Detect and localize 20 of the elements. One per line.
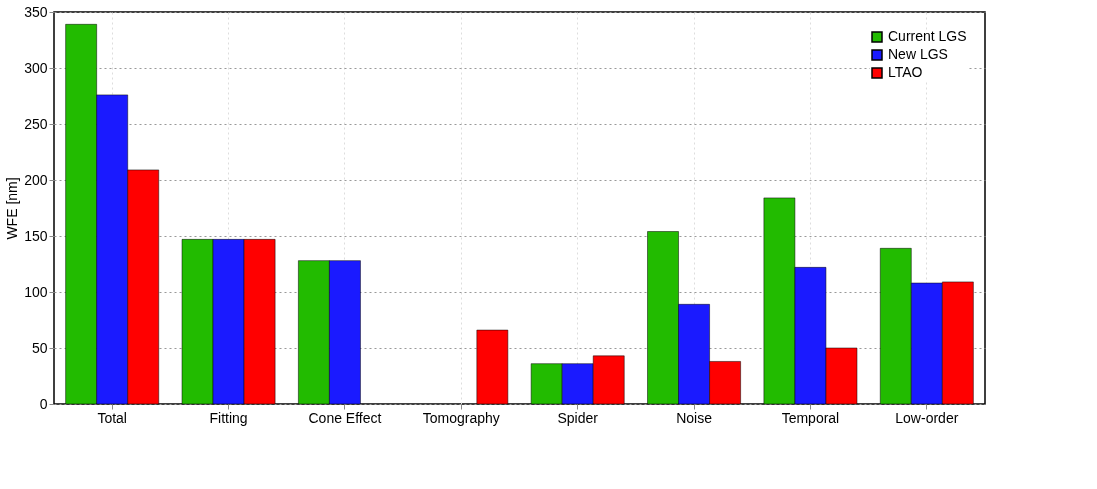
x-tick-label: Temporal <box>781 409 840 426</box>
x-tick-label: Tomography <box>422 409 500 426</box>
y-tick-label: 250 <box>24 115 48 132</box>
y-tick-label: 150 <box>24 227 48 244</box>
y-tick-label: 350 <box>24 3 48 20</box>
x-tick-label: Total <box>97 409 127 426</box>
x-tick-label: Spider <box>557 409 599 426</box>
x-tick-label: Fitting <box>209 409 248 426</box>
x-tick-label: Cone Effect <box>308 409 382 426</box>
y-tick-label: 200 <box>24 171 48 188</box>
y-tick-label: 100 <box>24 283 48 300</box>
x-tick-label: Noise <box>676 409 713 426</box>
y-tick-label: 50 <box>31 339 48 356</box>
y-axis-title: WFE [nm] <box>4 177 21 240</box>
legend-label: LTAO <box>888 64 923 80</box>
y-tick-label: 300 <box>24 59 48 76</box>
x-tick-label: Low-order <box>895 409 959 426</box>
legend-label: Current LGS <box>888 28 967 44</box>
y-tick-label: 0 <box>39 395 48 412</box>
legend-label: New LGS <box>888 46 948 62</box>
